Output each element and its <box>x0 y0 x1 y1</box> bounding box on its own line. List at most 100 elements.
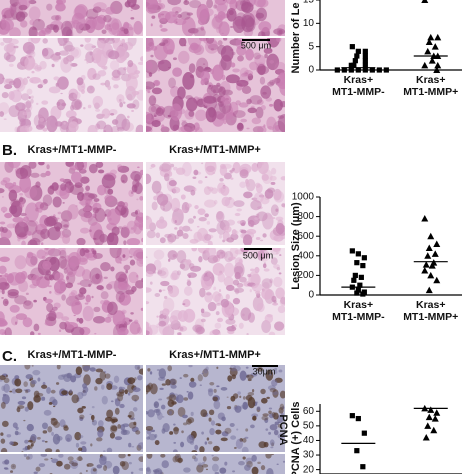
tissue-blob <box>221 431 229 437</box>
tissue-blob <box>56 99 66 111</box>
tissue-blob <box>177 332 182 335</box>
tissue-blob <box>229 367 238 377</box>
tissue-blob <box>69 184 84 195</box>
tissue-blob <box>137 327 142 334</box>
data-point <box>427 33 435 41</box>
tissue-blob <box>90 414 95 421</box>
tissue-blob <box>52 306 58 311</box>
tissue-blob <box>130 17 135 20</box>
tissue-blob <box>177 86 186 100</box>
tissue-blob <box>17 237 21 242</box>
y-tick-label: 1000 <box>292 192 315 203</box>
data-point <box>360 464 366 470</box>
tissue-blob <box>59 178 65 182</box>
tissue-blob <box>54 311 64 319</box>
tissue-blob <box>214 322 222 329</box>
tissue-blob <box>47 426 53 433</box>
data-point <box>362 67 368 73</box>
tissue-blob <box>92 95 104 108</box>
tissue-blob <box>236 79 249 87</box>
tissue-blob <box>213 13 218 19</box>
tissue-blob <box>138 456 143 462</box>
tissue-blob <box>276 267 281 271</box>
tissue-blob <box>280 176 285 181</box>
tissue-blob <box>190 127 198 132</box>
tissue-blob <box>29 76 41 84</box>
x-tick-label: MT1-MMP+ <box>403 86 458 98</box>
data-point <box>433 276 441 284</box>
tissue-blob <box>26 230 32 236</box>
data-point <box>434 33 442 41</box>
tissue-blob <box>223 38 228 41</box>
tissue-blob <box>24 389 29 394</box>
tissue-blob <box>204 162 217 176</box>
tissue-blob <box>129 321 141 335</box>
tissue-blob <box>260 104 266 111</box>
tissue-blob <box>271 442 275 447</box>
tissue-blob <box>173 441 177 444</box>
tissue-blob <box>256 302 265 313</box>
tissue-blob <box>56 0 66 5</box>
tissue-blob <box>95 368 104 373</box>
data-point <box>434 61 442 69</box>
tissue-blob <box>244 436 249 439</box>
tissue-blob <box>89 267 103 285</box>
tissue-blob <box>43 78 48 84</box>
tissue-blob <box>60 219 70 230</box>
tissue-blob <box>79 287 87 295</box>
tissue-blob <box>172 67 183 77</box>
tissue-blob <box>146 81 155 90</box>
tissue-blob <box>189 229 193 232</box>
tissue-blob <box>169 378 177 386</box>
tissue-blob <box>277 423 283 428</box>
tissue-blob <box>279 297 285 307</box>
micrograph <box>146 454 285 474</box>
tissue-blob <box>201 464 209 468</box>
data-point <box>354 448 360 454</box>
tissue-blob <box>87 67 97 81</box>
tissue-blob <box>118 386 123 393</box>
tissue-blob <box>270 257 278 265</box>
tissue-blob <box>176 250 187 264</box>
tissue-blob <box>127 392 131 396</box>
y-tick-label: 400 <box>297 250 314 261</box>
tissue-blob <box>42 127 48 132</box>
tissue-blob <box>210 420 216 426</box>
tissue-blob <box>197 462 203 467</box>
y-tick-label: 15 <box>303 0 315 6</box>
tissue-blob <box>46 115 58 132</box>
tissue-blob <box>82 365 91 371</box>
tissue-blob <box>146 125 152 132</box>
tissue-blob <box>106 409 114 419</box>
tissue-blob <box>101 66 106 69</box>
tissue-blob <box>67 204 79 220</box>
tissue-blob <box>80 441 87 445</box>
tissue-blob <box>14 321 18 325</box>
tissue-blob <box>23 216 29 222</box>
tissue-blob <box>131 90 140 96</box>
tissue-blob <box>94 207 106 223</box>
tissue-blob <box>187 391 194 400</box>
data-point <box>431 250 439 257</box>
tissue-blob <box>29 378 32 382</box>
tissue-blob <box>188 110 195 117</box>
tissue-blob <box>31 365 34 367</box>
tissue-blob <box>269 424 278 431</box>
tissue-blob <box>254 192 264 203</box>
tissue-blob <box>146 270 154 277</box>
tissue-blob <box>194 28 199 35</box>
data-point <box>421 0 429 3</box>
y-tick-label: 0 <box>308 65 314 76</box>
tissue-blob <box>137 61 143 66</box>
data-point <box>369 67 375 73</box>
tissue-blob <box>24 439 29 444</box>
tissue-blob <box>279 101 285 108</box>
tissue-blob <box>47 285 52 288</box>
tissue-blob <box>130 312 134 315</box>
tissue-blob <box>52 399 58 406</box>
tissue-blob <box>91 295 94 299</box>
tissue-blob <box>216 82 221 87</box>
tissue-blob <box>53 76 60 81</box>
tissue-blob <box>108 23 112 27</box>
tissue-blob <box>0 111 5 117</box>
